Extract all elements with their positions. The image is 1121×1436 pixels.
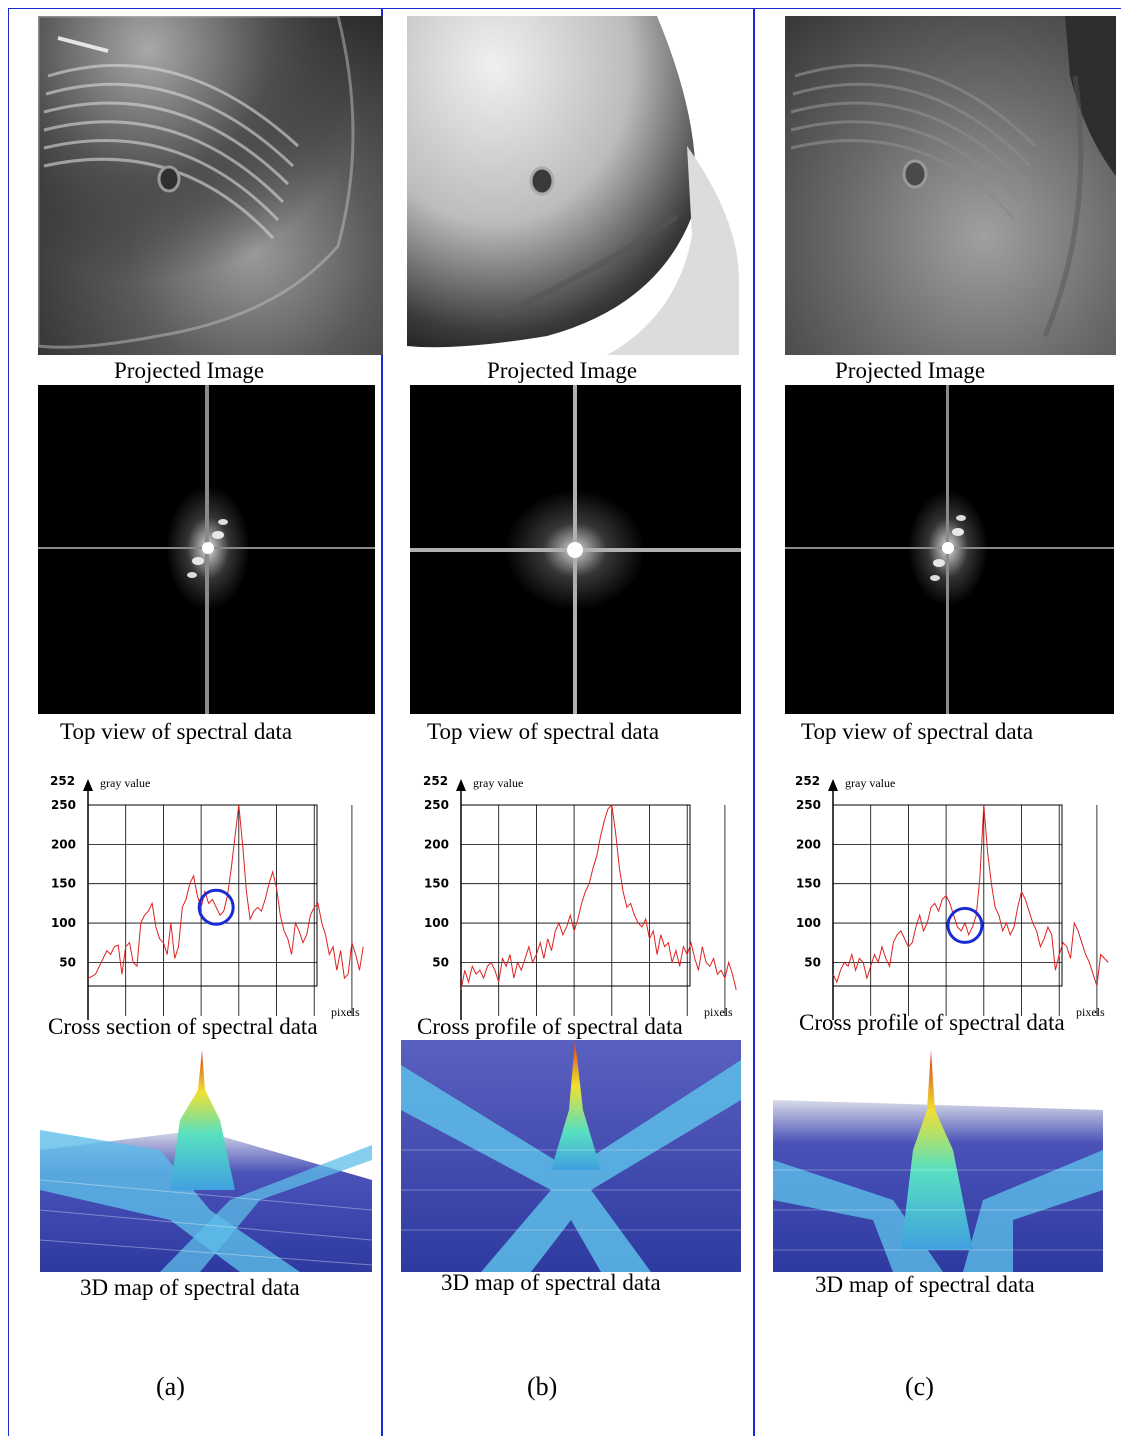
chart-y-tick-label: 100 <box>796 916 821 930</box>
spectrum-3d-map-c <box>773 1050 1103 1272</box>
column-divider-1 <box>381 8 383 1436</box>
column-divider-2 <box>753 8 755 1436</box>
chart-x-axis-label: pixels <box>331 1005 360 1019</box>
chart-y-axis-arrow <box>83 779 93 791</box>
chart-y-max-label: 252 <box>50 774 75 788</box>
projected-image-c <box>785 16 1116 355</box>
chart-y-tick-label: 250 <box>51 798 76 812</box>
spectrum-3d-map-b <box>401 1040 741 1272</box>
chart-grid-frame <box>832 804 1063 987</box>
chart-y-tick-label: 200 <box>796 837 821 851</box>
column-b: Projected Image Top view of spectral dat… <box>383 0 755 1436</box>
chart-y-tick-label: 50 <box>432 955 449 969</box>
spectrum-caption-a: Top view of spectral data <box>60 719 293 744</box>
panel-label-a: (a) <box>156 1372 185 1401</box>
panel-label-b: (b) <box>527 1372 558 1401</box>
spectrum-caption-b: Top view of spectral data <box>427 719 660 744</box>
projected-image-b <box>407 16 739 355</box>
spectrum-top-view-c <box>785 385 1114 714</box>
chart-y-tick-label: 100 <box>51 916 76 930</box>
chart-y-max-label: 252 <box>795 774 820 788</box>
projected-caption-a: Projected Image <box>114 358 265 383</box>
spectrum-caption-c: Top view of spectral data <box>801 719 1034 744</box>
chart-y-tick-label: 250 <box>424 798 449 812</box>
panel-label-c: (c) <box>905 1372 934 1401</box>
chart-y-max-label: 252 <box>423 774 448 788</box>
projected-caption-b: Projected Image <box>487 358 638 383</box>
chart-y-tick-label: 200 <box>51 837 76 851</box>
column-c: Projected Image Top view of spectral dat… <box>755 0 1121 1436</box>
chart-y-axis-label: gray value <box>845 776 895 790</box>
projected-image-a <box>38 16 383 355</box>
chart-series-line <box>460 803 737 991</box>
chart-highlight-circle <box>197 888 235 926</box>
map-caption-b: 3D map of spectral data <box>441 1270 661 1295</box>
chart-series-line <box>832 804 1109 987</box>
chart-y-axis-arrow <box>456 779 466 791</box>
spectrum-3d-map-a <box>40 1050 372 1272</box>
chart-y-tick-label: 150 <box>796 877 821 891</box>
figure-frame <box>8 8 1121 1436</box>
profile-caption-a: Cross section of spectral data <box>48 1014 318 1039</box>
chart-y-tick-label: 50 <box>59 955 76 969</box>
chart-series-line <box>87 804 364 980</box>
projected-caption-c: Projected Image <box>835 358 986 383</box>
map-caption-c: 3D map of spectral data <box>815 1272 1035 1297</box>
spectrum-top-view-b <box>410 385 741 714</box>
chart-y-axis-arrow <box>828 779 838 791</box>
column-a: Projected Image Top view of spectral dat… <box>10 0 383 1436</box>
chart-x-axis-label: pixels <box>1076 1005 1105 1019</box>
chart-y-axis-label: gray value <box>100 776 150 790</box>
chart-y-tick-label: 200 <box>424 837 449 851</box>
profile-caption-c: Cross profile of spectral data <box>799 1010 1065 1035</box>
spectrum-top-view-a <box>38 385 375 714</box>
chart-y-tick-label: 250 <box>796 798 821 812</box>
map-caption-a: 3D map of spectral data <box>80 1275 300 1300</box>
chart-grid-frame <box>460 804 691 987</box>
profile-caption-b: Cross profile of spectral data <box>417 1014 683 1039</box>
chart-y-tick-label: 150 <box>424 877 449 891</box>
chart-y-tick-label: 100 <box>424 916 449 930</box>
chart-highlight-circle <box>946 906 984 944</box>
chart-y-tick-label: 150 <box>51 877 76 891</box>
chart-y-axis-label: gray value <box>473 776 523 790</box>
chart-y-tick-label: 50 <box>804 955 821 969</box>
chart-x-axis-label: pixels <box>704 1005 733 1019</box>
